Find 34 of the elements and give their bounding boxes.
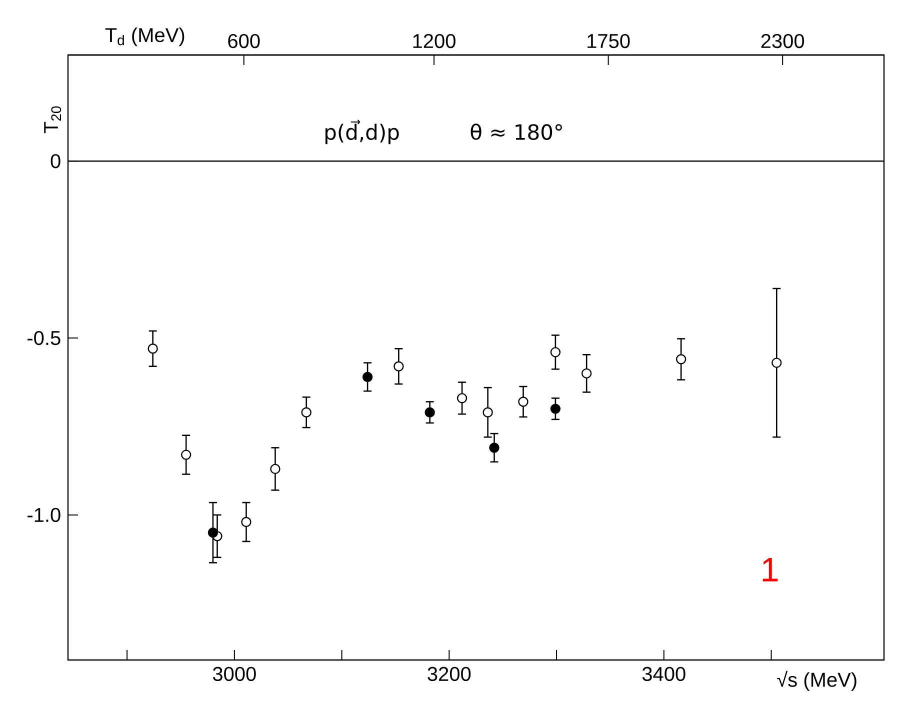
x-tick-label: 3200 <box>428 666 471 682</box>
y-axis-title: T$_{20}$ <box>44 106 62 134</box>
x-tick-label: 3400 <box>642 666 686 682</box>
point <box>550 404 561 414</box>
point <box>772 358 782 368</box>
point <box>424 407 435 418</box>
point <box>181 450 192 460</box>
point <box>581 368 592 379</box>
point <box>676 354 686 364</box>
annotation: 1 <box>762 558 778 582</box>
point <box>208 528 218 538</box>
x-tick-label: 3000 <box>212 666 256 682</box>
point <box>270 464 280 474</box>
point <box>489 442 500 453</box>
x2-tick-label: 1750 <box>588 34 630 48</box>
x-axis-title: √s (MeV) <box>777 670 856 691</box>
x2-tick-label: 1200 <box>413 34 456 48</box>
x2-tick-label: 600 <box>228 34 260 48</box>
text: p(d⃗,d)p <box>325 120 399 144</box>
y-tick-label: 0 <box>50 154 60 168</box>
point <box>518 396 528 407</box>
annotation: θ ≈ 180° <box>470 124 562 140</box>
point <box>394 361 404 372</box>
point <box>550 347 561 358</box>
y-tick-label: -0.5 <box>28 330 60 346</box>
point <box>362 372 373 382</box>
x2-axis-title: T$_{d}$ (MeV) <box>105 27 184 46</box>
point <box>241 516 252 528</box>
point <box>482 407 493 418</box>
point <box>148 344 158 354</box>
y-tick-label: -1.0 <box>28 508 60 522</box>
point <box>301 407 312 418</box>
x2-tick-label: 2300 <box>761 34 804 48</box>
point <box>456 393 468 404</box>
